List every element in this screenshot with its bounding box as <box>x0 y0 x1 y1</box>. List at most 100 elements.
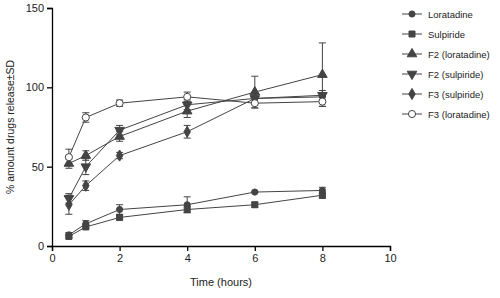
error-bar-cap <box>116 204 123 205</box>
error-bar-cap <box>184 92 191 93</box>
series <box>65 192 326 239</box>
error-bar-cap <box>82 174 89 175</box>
legend-label: F3 (loratadine) <box>428 109 490 120</box>
error-bar <box>184 206 191 212</box>
y-tick-label: 50 <box>32 161 44 173</box>
x-axis-line <box>53 247 391 252</box>
error-bar <box>184 197 191 213</box>
marker <box>182 102 192 110</box>
marker <box>66 199 72 210</box>
y-tick-mark <box>47 8 52 9</box>
legend-marker <box>409 11 415 17</box>
x-axis-title: Time (hours) <box>190 276 252 288</box>
data-area <box>64 43 327 240</box>
error-bar-cap <box>65 168 72 169</box>
y-tick: 100 <box>26 81 52 93</box>
marker <box>83 180 89 191</box>
plot: 0246810050100150 <box>26 2 397 264</box>
error-bar <box>65 195 72 214</box>
error-bar <box>82 181 89 191</box>
legend-label: F2 (loratadine) <box>428 49 490 60</box>
error-bar <box>184 92 191 102</box>
marker <box>252 202 258 208</box>
error-bar-cap <box>184 101 191 102</box>
y-tick-mark <box>47 246 52 247</box>
error-bar <box>116 100 123 106</box>
x-tick-mark <box>255 246 256 251</box>
x-tick-label: 0 <box>49 252 55 264</box>
error-bar-cap <box>319 106 326 107</box>
marker <box>252 189 258 195</box>
series-line <box>69 190 323 234</box>
y-tick-label: 0 <box>38 240 44 252</box>
x-tick-label: 6 <box>252 252 258 264</box>
error-bar-cap <box>82 122 89 123</box>
series-line <box>69 195 323 236</box>
error-bar-cap <box>65 165 72 166</box>
error-bar <box>116 205 123 215</box>
series-line <box>69 95 323 198</box>
marker <box>116 150 122 161</box>
legend-label: Loratadine <box>428 9 473 20</box>
y-axis-title: % amount drugs release±SD <box>4 60 16 195</box>
legend-item: F2 (loratadine) <box>402 48 490 59</box>
error-bar <box>319 97 326 107</box>
y-tick: 150 <box>26 2 52 14</box>
error-bar-cap <box>82 112 89 113</box>
error-bar-cap <box>116 125 123 126</box>
marker <box>117 214 123 220</box>
marker <box>66 233 72 239</box>
x-tick-mark <box>322 246 323 251</box>
error-bar <box>116 215 123 220</box>
series <box>65 91 326 214</box>
marker <box>81 164 91 172</box>
error-bar-cap <box>251 107 258 108</box>
series <box>64 43 327 168</box>
x-tick-label: 2 <box>117 252 123 264</box>
x-tick-label: 8 <box>320 252 326 264</box>
error-bar <box>251 98 258 108</box>
x-tick-label: 4 <box>185 252 191 264</box>
legend-item: F2 (sulpiride) <box>402 69 483 80</box>
y-tick-label: 100 <box>26 81 44 93</box>
x-tick: 4 <box>185 246 191 264</box>
error-bar <box>65 149 72 165</box>
legend-item: Sulpiride <box>402 29 465 40</box>
series <box>64 91 327 204</box>
x-axis: 0246810 <box>49 246 396 264</box>
series <box>65 92 326 165</box>
error-bar-cap <box>65 149 72 150</box>
marker <box>115 127 125 135</box>
x-tick: 0 <box>49 246 55 264</box>
marker <box>117 206 123 212</box>
x-tick: 8 <box>320 246 326 264</box>
legend-label: F3 (sulpiride) <box>428 89 483 100</box>
legend-item: Loratadine <box>402 9 473 20</box>
y-tick: 50 <box>32 161 52 173</box>
y-axis-line <box>47 9 53 247</box>
legend-item: F3 (loratadine) <box>402 109 490 120</box>
error-bar-cap <box>65 193 72 194</box>
marker <box>83 224 89 230</box>
y-tick-mark <box>47 87 52 88</box>
marker <box>319 192 325 198</box>
error-bar-cap <box>184 196 191 197</box>
chart: 0246810050100150Time (hours)% amount dru… <box>0 0 500 298</box>
marker <box>251 100 258 107</box>
legend-marker <box>407 48 417 56</box>
legend-marker <box>409 88 415 99</box>
series-line <box>69 75 323 164</box>
error-bar-cap <box>116 141 123 142</box>
x-tick-mark <box>187 246 188 251</box>
y-tick-mark <box>47 167 52 168</box>
legend-label: Sulpiride <box>428 29 465 40</box>
x-tick-mark <box>390 246 391 251</box>
y-tick-label: 150 <box>26 2 44 14</box>
legend: Loratadine Sulpiride F2 (loratadine) F2 (su… <box>402 9 490 120</box>
error-bar <box>319 192 326 198</box>
series-line <box>69 97 323 205</box>
series-line <box>69 97 323 157</box>
series <box>65 187 326 238</box>
marker <box>82 114 89 121</box>
legend-marker <box>407 71 417 79</box>
